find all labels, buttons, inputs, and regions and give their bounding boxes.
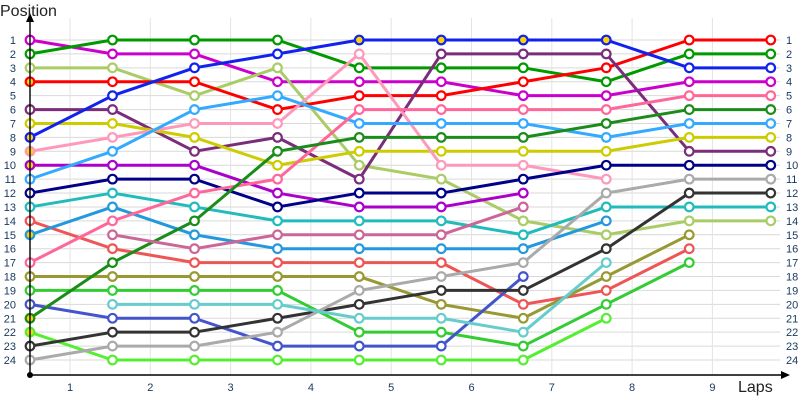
svg-text:3: 3 — [228, 382, 234, 394]
svg-text:21: 21 — [4, 313, 16, 325]
svg-text:10: 10 — [786, 160, 798, 172]
svg-text:20: 20 — [786, 299, 798, 311]
svg-text:14: 14 — [4, 216, 16, 228]
svg-text:15: 15 — [786, 230, 798, 242]
svg-text:4: 4 — [308, 382, 314, 394]
svg-text:14: 14 — [786, 216, 798, 228]
svg-text:13: 13 — [786, 202, 798, 214]
svg-text:21: 21 — [786, 313, 798, 325]
svg-text:24: 24 — [786, 355, 798, 367]
svg-text:17: 17 — [4, 258, 16, 270]
svg-text:1: 1 — [10, 35, 16, 47]
svg-text:22: 22 — [786, 327, 798, 339]
svg-text:4: 4 — [10, 77, 16, 89]
svg-text:19: 19 — [786, 285, 798, 297]
svg-text:1: 1 — [67, 382, 73, 394]
svg-text:4: 4 — [786, 77, 792, 89]
svg-text:8: 8 — [10, 132, 16, 144]
svg-text:20: 20 — [4, 299, 16, 311]
svg-text:12: 12 — [4, 188, 16, 200]
svg-text:9: 9 — [10, 146, 16, 158]
svg-text:9: 9 — [786, 146, 792, 158]
svg-text:5: 5 — [388, 382, 394, 394]
svg-text:11: 11 — [786, 174, 797, 186]
svg-text:2: 2 — [786, 49, 792, 61]
svg-text:6: 6 — [786, 105, 792, 117]
svg-text:17: 17 — [786, 258, 798, 270]
svg-text:15: 15 — [4, 230, 16, 242]
svg-text:5: 5 — [10, 91, 16, 103]
svg-text:16: 16 — [786, 244, 798, 256]
svg-text:23: 23 — [786, 341, 798, 353]
svg-text:8: 8 — [629, 382, 635, 394]
svg-text:6: 6 — [10, 105, 16, 117]
svg-text:18: 18 — [4, 272, 16, 284]
svg-text:3: 3 — [10, 63, 16, 75]
svg-text:7: 7 — [10, 118, 16, 130]
svg-text:5: 5 — [786, 91, 792, 103]
svg-text:Position: Position — [0, 3, 57, 20]
svg-text:23: 23 — [4, 341, 16, 353]
svg-text:11: 11 — [5, 174, 16, 186]
svg-text:22: 22 — [4, 327, 16, 339]
svg-text:9: 9 — [709, 382, 715, 394]
svg-text:3: 3 — [786, 63, 792, 75]
svg-text:Laps: Laps — [738, 379, 773, 396]
svg-text:18: 18 — [786, 272, 798, 284]
svg-text:19: 19 — [4, 285, 16, 297]
svg-text:7: 7 — [549, 382, 555, 394]
svg-text:13: 13 — [4, 202, 16, 214]
svg-text:7: 7 — [786, 118, 792, 130]
svg-text:1: 1 — [786, 35, 792, 47]
svg-text:2: 2 — [10, 49, 16, 61]
svg-text:10: 10 — [4, 160, 16, 172]
svg-text:24: 24 — [4, 355, 16, 367]
svg-text:6: 6 — [468, 382, 474, 394]
svg-text:12: 12 — [786, 188, 798, 200]
svg-text:16: 16 — [4, 244, 16, 256]
svg-text:2: 2 — [147, 382, 153, 394]
svg-text:8: 8 — [786, 132, 792, 144]
